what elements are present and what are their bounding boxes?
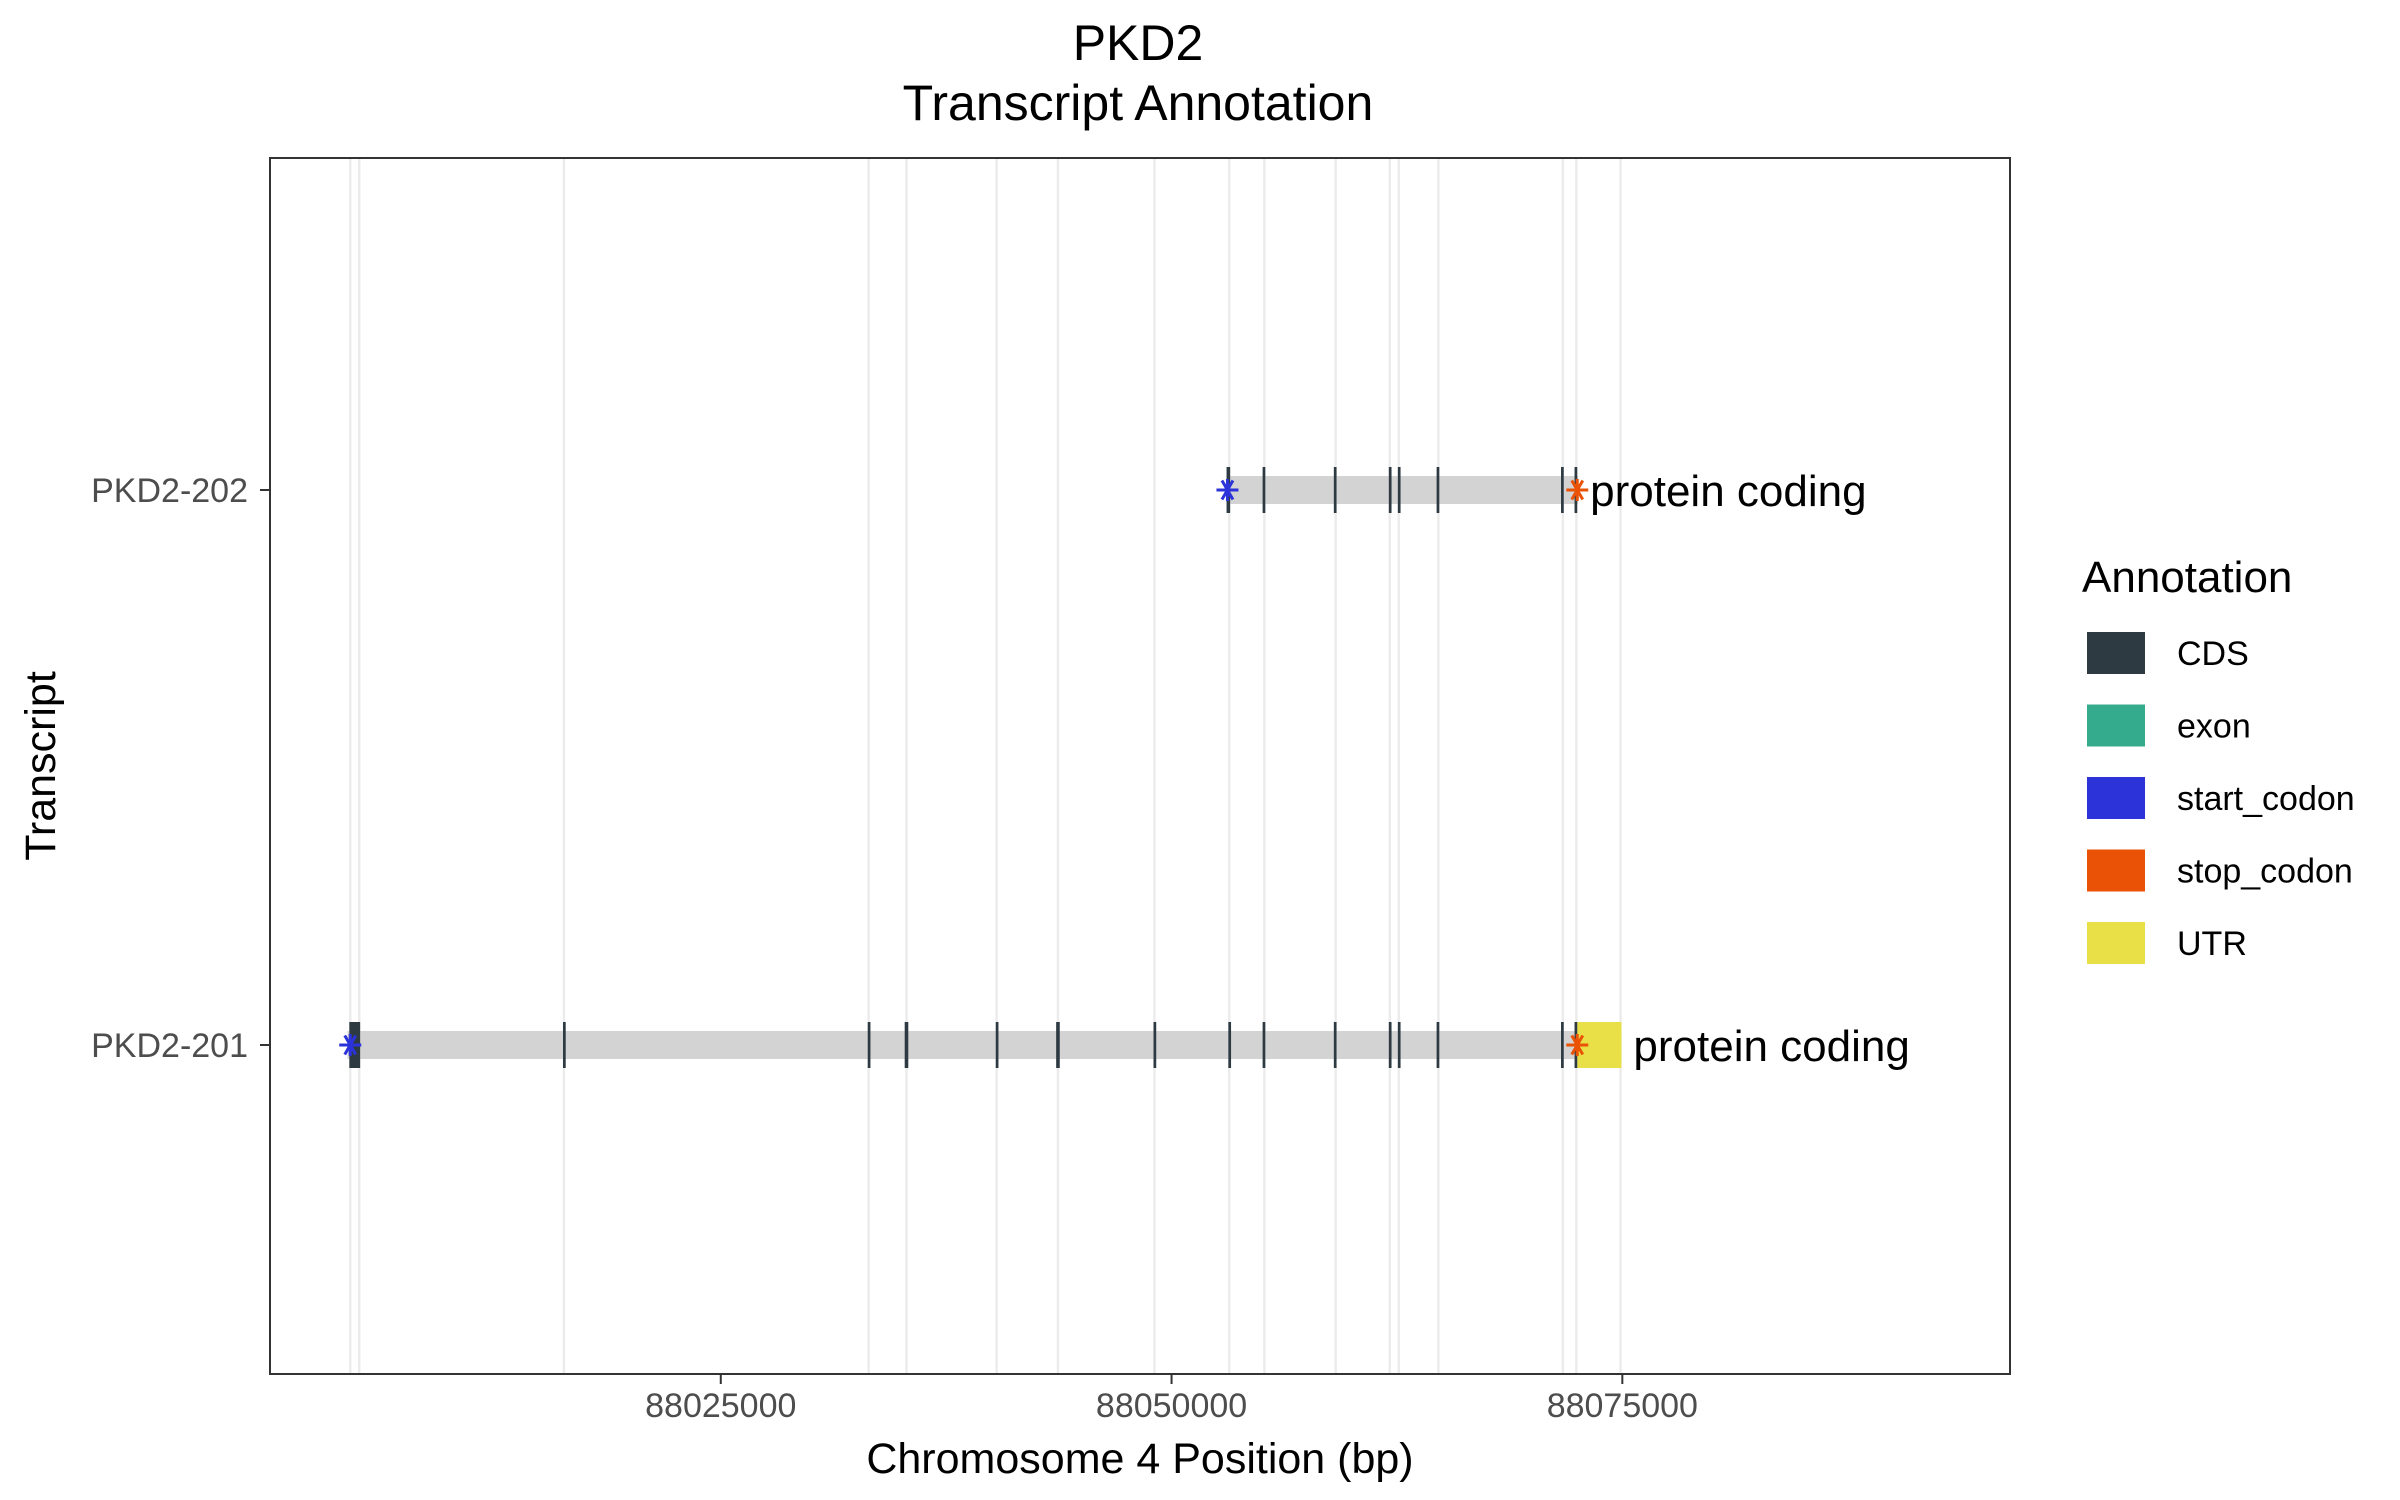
legend-title: Annotation [2082,553,2292,602]
y-tick-label-0: PKD2-202 [91,472,248,510]
pkd2-201-cds-8 [1262,1022,1266,1068]
pkd2-202-start-codon [1216,479,1239,501]
x-tick-label-2: 88075000 [1547,1387,1698,1425]
pkd2-202-cds-3 [1388,467,1392,513]
pkd2-201-cds-4 [995,1022,999,1068]
plot-border [269,157,2011,1375]
plot-panel [270,158,2010,1374]
grid-lines [349,158,1622,1374]
pkd2-202-cds-5 [1436,467,1440,513]
pkd2-202-cds-2 [1333,467,1337,513]
chart-subtitle: Transcript Annotation [903,75,1374,131]
y-tick-label-1: PKD2-201 [91,1027,248,1065]
legend-label-cds: CDS [2177,635,2249,673]
pkd2-201-cds-10 [1388,1022,1392,1068]
x-axis-title: Chromosome 4 Position (bp) [866,1435,1413,1483]
pkd2-201-cds-6 [1153,1022,1157,1068]
legend-key-utr [2087,922,2145,964]
pkd2-201-cds-9 [1333,1022,1337,1068]
pkd2-201-start-codon [339,1034,362,1056]
chart-title: PKD2 [1073,15,1204,71]
legend-label-start-codon: start_codon [2177,780,2355,818]
pkd2-202-cds-6 [1561,467,1564,513]
legend-key-start-codon [2087,777,2145,819]
x-tick-label-0: 88025000 [645,1387,796,1425]
pkd2-202-cds-4 [1397,467,1401,513]
legend-label-stop-codon: stop_codon [2177,853,2353,891]
pkd2-201-cds-11 [1397,1022,1401,1068]
pkd2-202-biotype-label: protein coding [1590,467,1866,516]
x-axis: 88025000 88050000 88075000 [645,1374,1698,1425]
pkd2-201-biotype-label: protein coding [1633,1022,1909,1071]
pkd2-201-stop-codon [1566,1034,1589,1056]
x-tick-label-1: 88050000 [1096,1387,1247,1425]
pkd2-201-cds-1 [563,1022,566,1068]
y-axis: PKD2-202 PKD2-201 [91,472,270,1065]
pkd2-202-backbone [1226,476,1579,504]
pkd2-201-cds-13 [1561,1022,1564,1068]
pkd2-201-cds-7 [1228,1022,1232,1068]
pkd2-202-stop-codon [1566,479,1589,501]
pkd2-201-cds-12 [1436,1022,1440,1068]
legend-key-cds [2087,632,2145,674]
legend: Annotation CDS exon start_codon stop_codon UT… [2082,553,2355,964]
transcripts-layer: protein coding protein coding [339,467,1910,1071]
pkd2-201-cds-2 [867,1022,871,1068]
legend-key-stop-codon [2087,849,2145,892]
pkd2-201-cds-3 [904,1022,909,1068]
pkd2-202-cds-1 [1262,467,1266,513]
pkd2-201-cds-5 [1056,1022,1060,1068]
legend-label-exon: exon [2177,708,2251,746]
legend-label-utr: UTR [2177,925,2247,963]
pkd2-201-backbone [347,1031,1622,1059]
legend-key-exon [2087,704,2145,747]
y-axis-title: Transcript [17,671,65,861]
